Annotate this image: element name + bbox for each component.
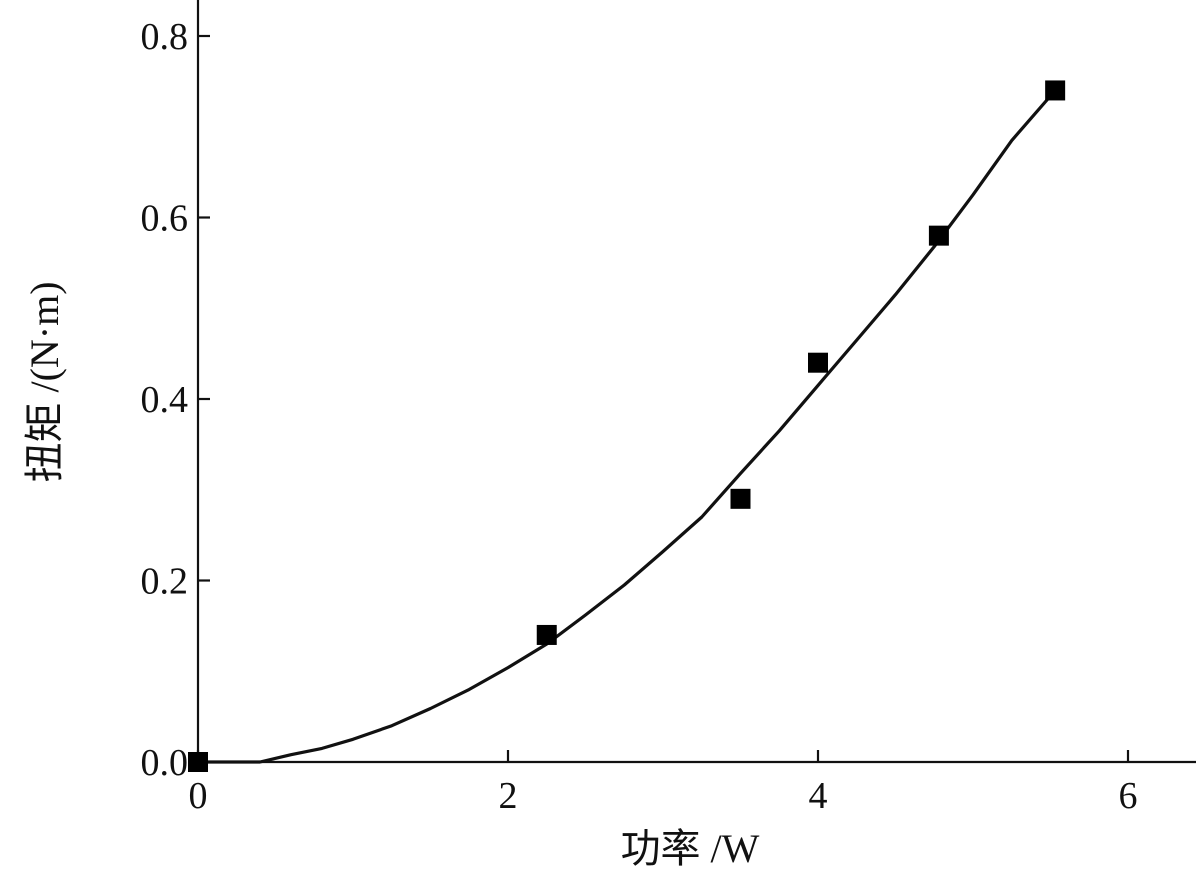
x-axis-title: 功率 /W xyxy=(621,826,760,871)
y-tick-label: 0.2 xyxy=(141,561,189,603)
y-tick-label: 0.6 xyxy=(141,198,189,240)
data-point-marker xyxy=(808,352,828,373)
x-tick-label: 2 xyxy=(499,775,518,817)
x-tick-label: 6 xyxy=(1119,775,1138,817)
y-ticks: 0.0 0.2 0.4 0.6 0.8 xyxy=(141,16,210,784)
data-point-marker xyxy=(1045,80,1066,101)
axes xyxy=(196,0,1196,764)
y-tick-label: 0.8 xyxy=(141,16,189,58)
x-tick-label: 0 xyxy=(189,775,208,817)
plot-area xyxy=(188,80,1066,772)
fit-curve xyxy=(196,88,1057,764)
y-axis-title: 扭矩 /(N·m) xyxy=(22,281,67,482)
data-point-marker xyxy=(928,225,949,246)
y-tick-label: 0.4 xyxy=(141,379,189,421)
data-point-marker xyxy=(730,488,751,509)
data-point-marker xyxy=(188,752,208,772)
x-ticks: 0 2 4 6 xyxy=(189,750,1138,817)
y-tick-label: 0.0 xyxy=(141,742,189,784)
data-point-marker xyxy=(536,624,557,645)
x-tick-label: 4 xyxy=(809,775,828,817)
